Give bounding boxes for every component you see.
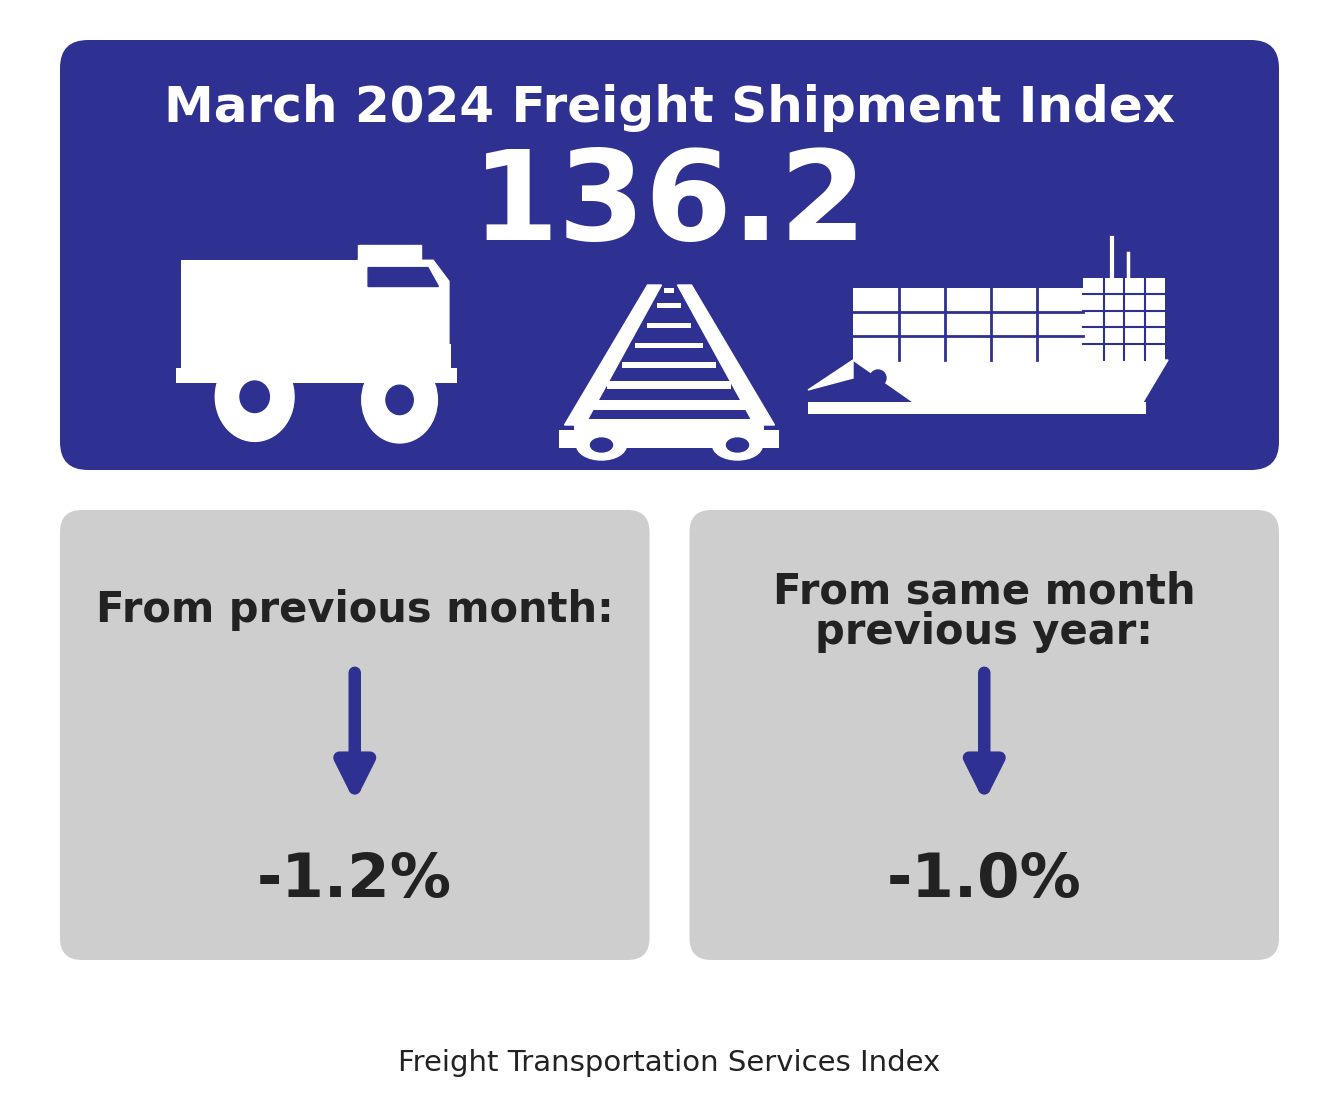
Text: Freight Transportation Services Index: Freight Transportation Services Index xyxy=(399,1049,940,1077)
Bar xyxy=(1083,278,1165,360)
Bar xyxy=(657,303,682,307)
Text: From same month: From same month xyxy=(773,571,1196,613)
Ellipse shape xyxy=(727,438,749,452)
Polygon shape xyxy=(368,267,438,286)
Ellipse shape xyxy=(577,430,627,460)
Bar xyxy=(592,400,747,410)
Polygon shape xyxy=(807,360,853,390)
Polygon shape xyxy=(358,261,449,370)
Text: previous year:: previous year: xyxy=(815,611,1153,653)
FancyBboxPatch shape xyxy=(60,40,1279,470)
Text: 136.2: 136.2 xyxy=(471,144,868,265)
Polygon shape xyxy=(853,360,1168,401)
Text: -1.2%: -1.2% xyxy=(257,851,453,909)
Bar xyxy=(636,343,703,347)
Bar xyxy=(807,401,1146,414)
Ellipse shape xyxy=(590,438,612,452)
FancyBboxPatch shape xyxy=(60,510,649,960)
Bar xyxy=(648,323,691,327)
Ellipse shape xyxy=(386,385,414,415)
Bar xyxy=(181,261,360,376)
Text: From previous month:: From previous month: xyxy=(96,589,613,631)
Bar xyxy=(664,287,675,293)
Bar xyxy=(623,362,716,368)
Ellipse shape xyxy=(362,357,438,442)
Bar xyxy=(608,381,731,389)
Circle shape xyxy=(870,370,886,386)
Ellipse shape xyxy=(240,381,269,413)
Bar xyxy=(853,288,1083,360)
Ellipse shape xyxy=(712,430,762,460)
Ellipse shape xyxy=(216,353,295,441)
Bar xyxy=(175,368,458,383)
Polygon shape xyxy=(565,285,661,425)
Bar xyxy=(560,430,779,448)
Text: March 2024 Freight Shipment Index: March 2024 Freight Shipment Index xyxy=(163,84,1176,132)
Polygon shape xyxy=(678,285,774,425)
Bar xyxy=(574,419,765,431)
Bar xyxy=(428,344,451,374)
Polygon shape xyxy=(358,244,420,261)
Text: -1.0%: -1.0% xyxy=(886,851,1082,909)
FancyBboxPatch shape xyxy=(690,510,1279,960)
